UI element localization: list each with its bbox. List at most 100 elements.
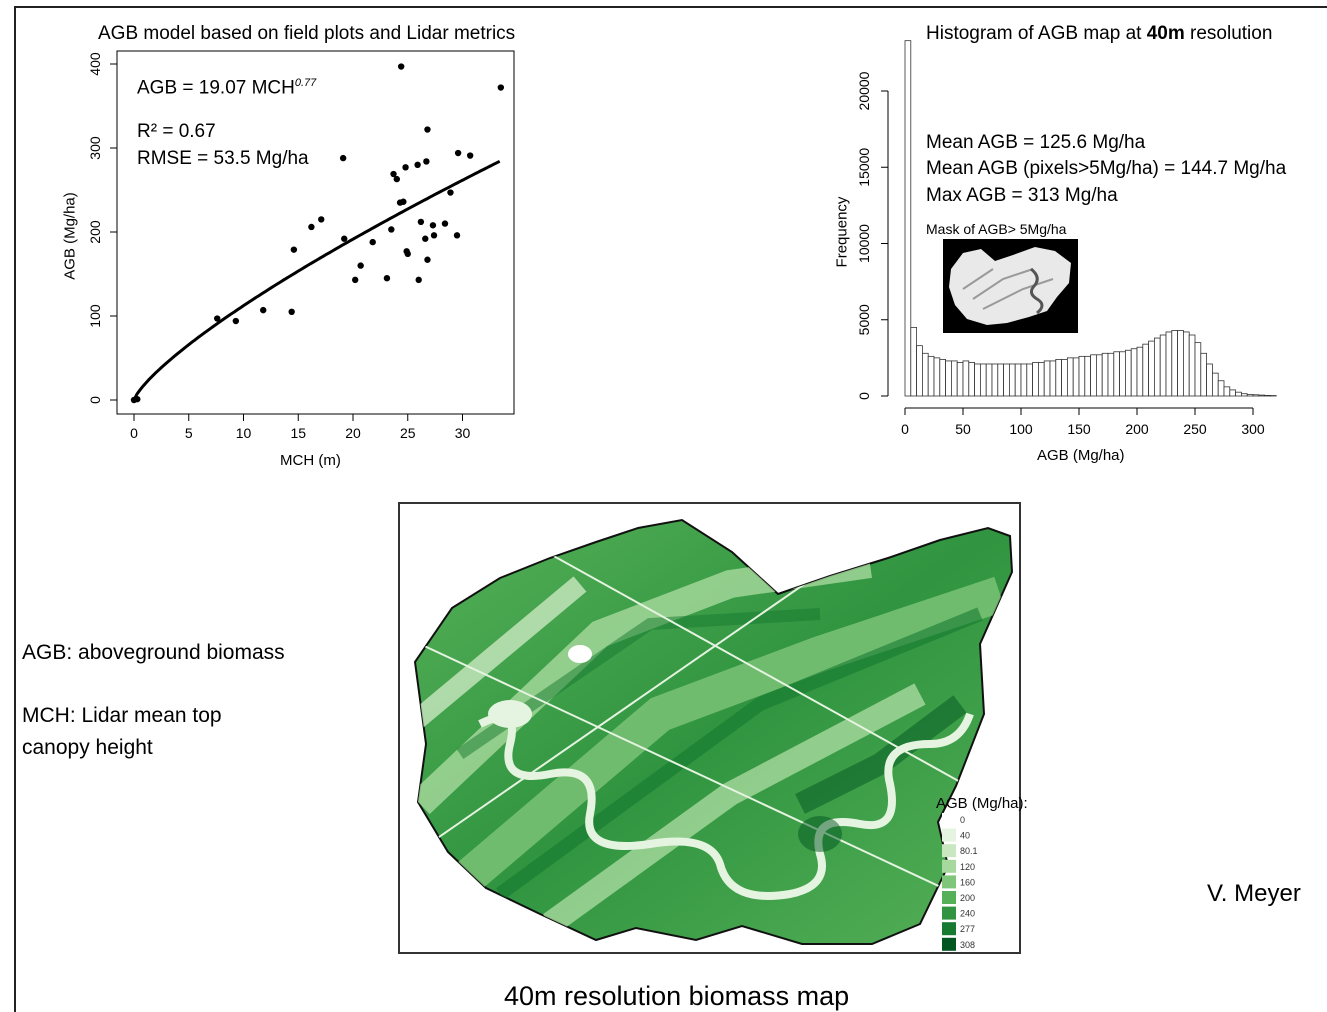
- histogram-bar: [927, 355, 935, 397]
- hist-title-bold: 40m: [1146, 23, 1185, 44]
- note-agb: AGB: aboveground biomass: [22, 641, 285, 664]
- histogram-bar: [962, 360, 970, 397]
- scatter-plot-box: [116, 50, 515, 415]
- scatter-point: [466, 152, 474, 159]
- scatter-point: [430, 232, 438, 239]
- hist-x-tick-label: 150: [1067, 421, 1091, 437]
- histogram-bar: [1153, 337, 1161, 397]
- legend-label: 308: [960, 940, 975, 950]
- scatter-point: [397, 63, 405, 70]
- histogram-bar: [1235, 391, 1242, 397]
- histogram-bar: [1182, 331, 1190, 397]
- legend-swatch: [942, 828, 956, 842]
- histogram-bar: [950, 360, 958, 397]
- scatter-point: [351, 276, 359, 284]
- histogram-bar: [1084, 355, 1091, 397]
- histogram-bar: [1061, 358, 1068, 397]
- scatter-point: [453, 232, 461, 239]
- hist-x-tick-label: 100: [1009, 421, 1033, 437]
- histogram-bar: [1020, 363, 1028, 397]
- scatter-point: [388, 226, 395, 233]
- histogram-plot: 0 50 100 150 200 250 300 0 5000 10000 15000 20000: [856, 40, 1277, 437]
- scatter-point: [232, 317, 240, 325]
- histogram-bar: [1124, 349, 1132, 397]
- histogram-bar: [1055, 358, 1063, 397]
- histogram-bar: [1165, 331, 1173, 397]
- histogram-bar: [1171, 330, 1178, 397]
- figure-frame: [14, 6, 1327, 1012]
- histogram-bar: [1026, 363, 1034, 397]
- scatter-point: [417, 218, 425, 226]
- histogram-bar: [910, 326, 918, 397]
- histogram-bar: [1240, 393, 1248, 397]
- legend-swatch: [942, 906, 956, 920]
- histogram-bar: [1258, 394, 1265, 397]
- hist-xlabel: AGB (Mg/ha): [1037, 447, 1125, 464]
- histogram-bar: [1159, 334, 1167, 397]
- hist-stat-mean-pixels: Mean AGB (pixels>5Mg/ha) = 144.7 Mg/ha: [926, 158, 1287, 179]
- histogram-bar: [1229, 389, 1236, 397]
- scatter-point: [414, 161, 421, 168]
- scatter-point: [134, 395, 141, 403]
- scatter-point: [341, 235, 348, 242]
- note-mch: MCH: Lidar mean top canopy height: [22, 704, 222, 759]
- histogram-bar: [945, 360, 952, 397]
- x-tick-label: 25: [400, 425, 416, 441]
- scatter-point: [497, 84, 505, 91]
- scatter-title: AGB model based on field plots and Lidar…: [98, 23, 516, 44]
- scatter-point: [383, 275, 391, 282]
- y-tick-label: 0: [87, 396, 103, 404]
- hist-stat-mean: Mean AGB = 125.6 Mg/ha: [926, 132, 1146, 153]
- equation-base: AGB = 19.07 MCH: [137, 77, 295, 99]
- scatter-point: [441, 220, 449, 227]
- histogram-bar: [1136, 346, 1144, 397]
- legend-swatch: [942, 813, 956, 826]
- legend-swatch: [942, 859, 956, 873]
- histogram-bar: [997, 363, 1005, 397]
- scatter-point: [423, 158, 430, 165]
- histogram-bar: [1032, 362, 1039, 397]
- hist-x-tick-label: 250: [1183, 421, 1207, 437]
- hist-x-tick-label: 0: [901, 421, 909, 437]
- histogram-bar: [1066, 357, 1074, 397]
- map-legend-title: AGB (Mg/ha):: [936, 795, 1028, 812]
- hist-x-tick-label: 300: [1241, 421, 1265, 437]
- legend-label: 80.1: [960, 846, 978, 856]
- y-tick-label: 300: [87, 136, 103, 160]
- histogram-bar: [974, 363, 981, 397]
- mask-label: Mask of AGB> 5Mg/ha: [926, 221, 1067, 237]
- x-tick-label: 0: [130, 425, 138, 441]
- y-tick-label: 200: [87, 220, 103, 244]
- histogram-bar: [904, 40, 912, 397]
- x-tick-label: 15: [290, 425, 306, 441]
- r2-label: R² = 0.67: [137, 121, 216, 142]
- histogram-bar: [1217, 380, 1225, 397]
- histogram-bar: [1008, 363, 1016, 397]
- histogram-bar: [991, 363, 999, 397]
- histogram-bar: [933, 357, 941, 397]
- legend-swatch: [942, 875, 956, 889]
- legend-swatch: [942, 922, 956, 936]
- histogram-bar: [939, 358, 947, 397]
- legend-label: 120: [960, 862, 975, 872]
- hist-title-post: resolution: [1184, 23, 1273, 44]
- legend-label: 200: [960, 893, 975, 903]
- legend-swatch: [942, 891, 956, 904]
- histogram-bar: [968, 362, 976, 397]
- equation-label: AGB = 19.07 MCH0.77: [137, 77, 316, 99]
- histogram-bar: [1211, 372, 1219, 397]
- legend-swatch: [942, 937, 956, 951]
- histogram-bar: [1003, 363, 1010, 397]
- hist-y-tick-label: 5000: [856, 304, 872, 335]
- histogram-bar: [1119, 351, 1126, 397]
- scatter-point: [288, 308, 295, 315]
- x-tick-label: 20: [345, 425, 361, 441]
- hist-x-tick-label: 50: [955, 421, 971, 437]
- scatter-point: [424, 256, 431, 263]
- hist-y-tick-label: 10000: [856, 224, 872, 263]
- histogram-bar: [1252, 394, 1260, 397]
- histogram-bar: [1107, 352, 1115, 397]
- legend-label: 277: [960, 924, 975, 934]
- legend-swatch: [942, 844, 956, 858]
- histogram-bar: [1113, 351, 1120, 397]
